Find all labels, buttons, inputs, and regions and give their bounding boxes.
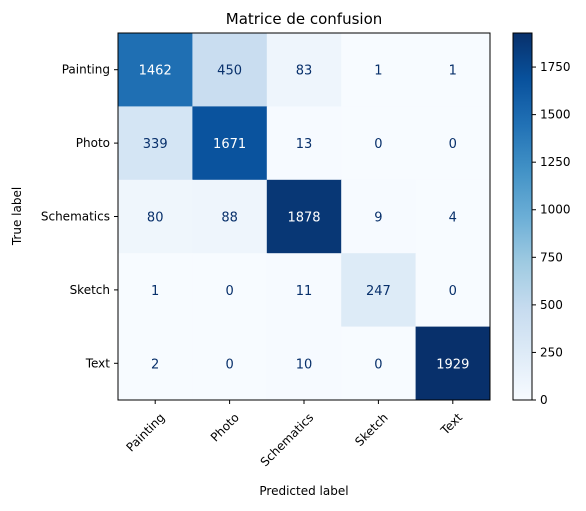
cell-value-label: 0 [374,137,382,152]
cell-value-label: 80 [147,211,164,226]
cell-value-label: 339 [143,137,168,152]
colorbar-tick-label: 1750 [540,60,571,74]
colorbar-tick-label: 500 [540,298,563,312]
heatmap-cell [192,179,268,254]
x-tick-label: Text [437,410,465,438]
y-tick-label: Photo [76,136,110,150]
x-axis-ticks: Painting Photo Schematics Sketch Text [124,400,465,469]
colorbar-tick-label: 1000 [540,203,571,217]
cell-value-label: 13 [296,137,313,152]
y-axis-ticks: Painting Photo Schematics Sketch Text [41,63,118,370]
heatmap-cell [341,106,417,181]
cell-value-label: 83 [296,64,313,79]
heatmap-cell [192,253,268,328]
colorbar-tick-label: 750 [540,250,563,264]
cell-value-label: 0 [225,357,233,372]
heatmap-cell [266,179,342,254]
heatmap-cell [341,326,417,401]
cell-value-label: 1 [449,64,457,79]
cell-value-label: 0 [225,284,233,299]
y-axis-label: True label [10,187,24,246]
colorbar-tick-label: 250 [540,345,563,359]
cell-value-label: 1671 [213,137,246,152]
x-tick-label: Photo [208,410,242,444]
cell-value-label: 9 [374,211,382,226]
cell-value-label: 0 [374,357,382,372]
heatmap-cell [415,253,491,328]
colorbar-tick-label: 0 [540,393,548,407]
cell-value-label: 1462 [139,64,172,79]
x-tick-label: Painting [124,410,168,454]
heatmap-cells [118,33,491,401]
cell-value-label: 1 [374,64,382,79]
cell-value-label: 10 [296,357,313,372]
cell-value-label: 88 [221,211,238,226]
y-tick-label: Schematics [41,210,110,224]
colorbar [512,32,533,401]
cell-value-label: 450 [217,64,242,79]
heatmap-cell [415,33,491,107]
colorbar-ticks: 0 250 500 750 1000 1250 1500 1750 [532,60,571,407]
cell-value-label: 247 [366,284,391,299]
cell-value-label: 4 [449,211,457,226]
y-tick-label: Painting [62,63,110,77]
heatmap-cell [118,179,193,254]
heatmap-cell [266,33,342,107]
x-axis-label: Predicted label [259,484,348,498]
heatmap-cell [118,106,193,181]
heatmap-cell [118,253,193,328]
heatmap-cell [341,179,417,254]
x-tick-label: Schematics [258,410,317,469]
heatmap-cell [192,326,268,401]
colorbar-tick-label: 1500 [540,108,571,122]
cell-value-label: 11 [296,284,313,299]
cell-value-label: 0 [449,284,457,299]
cell-value-label: 1 [151,284,159,299]
heatmap-cell [415,326,491,401]
heatmap-cell [118,33,193,107]
heatmap-cell [415,179,491,254]
heatmap-cell [341,33,417,107]
heatmap-cell [341,253,417,328]
y-tick-label: Sketch [70,283,110,297]
heatmap-cell [266,253,342,328]
cell-value-label: 1929 [436,357,469,372]
cell-value-label: 2 [151,357,159,372]
heatmap-cell [415,106,491,181]
cell-value-label: 1878 [287,211,320,226]
heatmap-cell [192,33,268,107]
x-tick-label: Sketch [352,410,390,448]
y-tick-label: Text [85,356,111,370]
heatmap-cell [118,326,193,401]
heatmap-cell [192,106,268,181]
colorbar-tick-label: 1250 [540,155,571,169]
heatmap-cell [266,326,342,401]
chart-title: Matrice de confusion [226,10,383,28]
heatmap-cell [266,106,342,181]
cell-value-label: 0 [449,137,457,152]
